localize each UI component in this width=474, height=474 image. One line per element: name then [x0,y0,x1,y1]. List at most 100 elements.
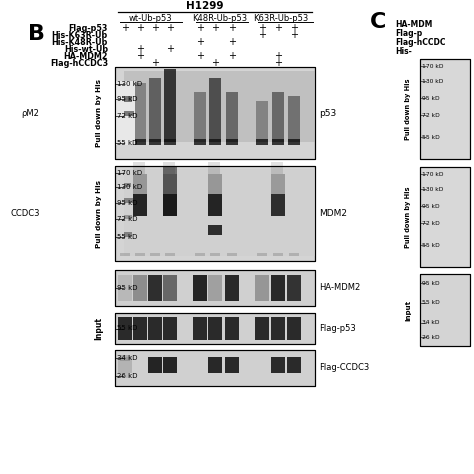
Text: +: + [274,58,282,68]
Bar [115,67,315,159]
Text: 55 kD: 55 kD [117,326,137,331]
Bar [225,357,239,374]
Text: +: + [136,51,144,61]
Bar [163,357,177,374]
Text: K63R-Ub-p53: K63R-Ub-p53 [254,13,309,22]
Bar [115,313,315,344]
Text: +: + [166,23,174,33]
Bar [227,253,237,256]
Bar [194,92,206,143]
Text: 130 kD: 130 kD [422,186,443,191]
Bar [135,253,145,256]
Bar [420,59,470,159]
Bar [124,96,132,102]
Bar [271,162,283,174]
Text: +: + [211,23,219,33]
Bar [420,274,470,346]
Bar [226,92,238,143]
Text: 26 kD: 26 kD [117,373,137,379]
Bar [118,317,132,340]
Bar [148,275,162,301]
Bar [420,274,470,346]
Text: +: + [121,23,129,33]
Text: 34 kD: 34 kD [422,320,439,326]
Text: Input: Input [405,300,411,320]
Text: +: + [196,51,204,61]
Text: 170 kD: 170 kD [422,64,444,69]
Bar [124,232,132,237]
Text: 26 kD: 26 kD [422,335,439,340]
Bar [194,139,206,145]
Text: Flag-p53: Flag-p53 [69,24,108,33]
Text: Flag-p53: Flag-p53 [319,324,356,333]
Bar [257,253,267,256]
Bar [255,275,269,301]
Bar [148,357,162,374]
Text: B: B [28,24,45,44]
Bar [272,92,284,143]
Bar [208,317,222,340]
Text: 95 kD: 95 kD [117,200,137,206]
Bar [148,317,162,340]
Bar [193,275,207,301]
Text: HA-MDM2: HA-MDM2 [319,283,360,292]
Bar [120,253,130,256]
Bar [271,194,285,216]
Bar [115,270,315,306]
Bar [124,183,131,187]
Text: 55 kD: 55 kD [422,301,440,305]
Text: Flag-p: Flag-p [395,28,422,37]
Bar [420,59,470,159]
Text: 72 kD: 72 kD [422,220,440,226]
Bar [288,139,300,145]
Text: HA-MDM: HA-MDM [395,19,432,28]
Text: +: + [258,23,266,33]
Text: 95 kD: 95 kD [422,95,439,100]
Text: +: + [290,23,298,33]
Bar [165,253,175,256]
Bar [163,174,177,194]
Text: His-K48R-Ub: His-K48R-Ub [52,37,108,46]
Bar [226,139,238,145]
Text: 34 kD: 34 kD [117,355,137,361]
Text: CCDC3: CCDC3 [10,209,40,218]
Bar [133,317,147,340]
Bar [209,139,221,145]
Bar [124,111,134,116]
Bar [115,81,135,145]
Bar [208,174,222,194]
Bar [164,139,176,145]
Text: +: + [228,23,236,33]
Text: +: + [136,44,144,54]
Bar [134,139,146,145]
Text: +: + [196,37,204,47]
Text: +: + [228,51,236,61]
Text: 55 kD: 55 kD [117,234,137,240]
Text: K48R-Ub-p53: K48R-Ub-p53 [192,13,247,22]
Bar [119,139,131,145]
Bar [115,270,315,306]
Bar [208,225,222,236]
Text: +: + [196,23,204,33]
Bar [208,194,222,216]
Bar [120,373,130,378]
Bar [133,174,147,194]
Text: His-: His- [395,46,412,55]
Text: ρM2: ρM2 [21,109,39,118]
Bar [271,174,285,194]
Text: wt-Ub-p53: wt-Ub-p53 [128,13,172,22]
Bar [163,194,177,216]
Bar [149,139,161,145]
Bar [115,166,315,261]
Bar [195,253,205,256]
Text: +: + [258,30,266,40]
Text: Pull down by His: Pull down by His [96,79,102,147]
Text: 130 kD: 130 kD [422,79,443,83]
Bar [193,317,207,340]
Bar [256,139,268,145]
Bar [115,67,315,159]
Text: +: + [274,51,282,61]
Bar [120,355,130,361]
Text: Pull down by His: Pull down by His [96,180,102,247]
Bar [210,253,220,256]
